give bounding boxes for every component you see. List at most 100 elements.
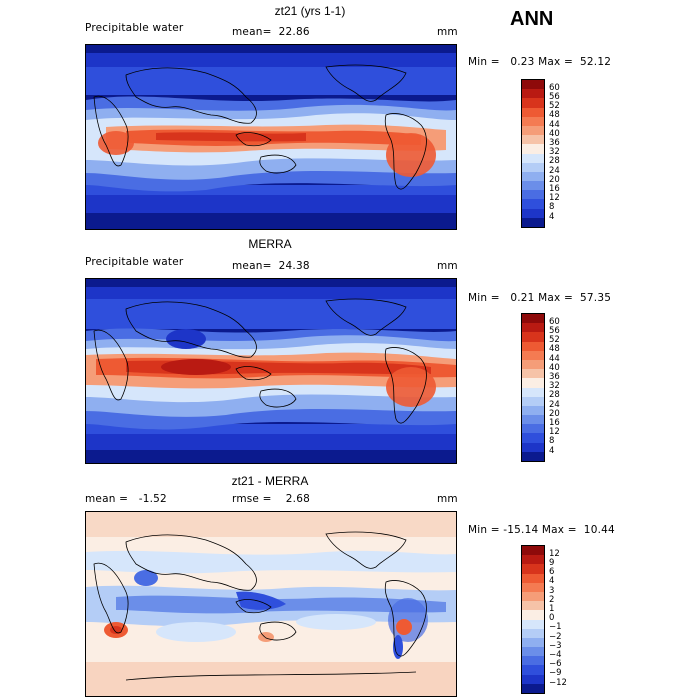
colorbar-swatch <box>522 125 544 136</box>
colorbar-swatch <box>522 451 544 461</box>
colorbar-tick-label: 48 <box>549 110 560 121</box>
colorbar-tick-label: 36 <box>549 137 560 148</box>
colorbar-swatch <box>522 433 544 443</box>
panel-2-minmax: Min = 0.21 Max = 57.35 <box>468 292 612 304</box>
colorbar-tick-label: 8 <box>549 202 555 213</box>
colorbar-tick-label: 4 <box>549 445 555 456</box>
colorbar-swatch <box>522 405 544 416</box>
colorbar-tick-label: 1 <box>549 603 555 614</box>
colorbar-swatch <box>522 89 544 99</box>
season-label: ANN <box>510 8 554 30</box>
panel-3-map <box>85 511 457 697</box>
colorbar-swatch <box>522 144 544 154</box>
panel-2-mean-label: mean= 24.38 <box>232 260 310 272</box>
colorbar-swatch <box>522 135 544 145</box>
panel-2-variable-label: Precipitable water <box>85 256 184 268</box>
colorbar-swatch <box>522 582 544 592</box>
colorbar-swatch <box>522 162 544 172</box>
colorbar-tick-label: 48 <box>549 344 560 355</box>
colorbar-tick-label: 60 <box>549 82 560 93</box>
panel-2-map <box>85 278 457 464</box>
colorbar-swatch <box>522 217 544 227</box>
colorbar-swatch <box>522 674 544 684</box>
colorbar-swatch <box>522 647 544 657</box>
colorbar-swatch <box>522 564 544 574</box>
colorbar-tick-label: 0 <box>549 613 555 624</box>
colorbar-tick-label: 32 <box>549 381 560 392</box>
panel-3-colorbar <box>521 545 545 694</box>
panel-1-minmax: Min = 0.23 Max = 52.12 <box>468 56 612 68</box>
colorbar-tick-label: 44 <box>549 119 560 130</box>
colorbar-tick-label: 16 <box>549 417 560 428</box>
colorbar-swatch <box>522 116 544 126</box>
colorbar-tick-label: 40 <box>549 128 560 139</box>
colorbar-tick-label: −6 <box>549 659 562 670</box>
colorbar-swatch <box>522 619 544 629</box>
panel-1-variable-label: Precipitable water <box>85 22 184 34</box>
colorbar-tick-label: 3 <box>549 585 555 596</box>
colorbar-swatch <box>522 190 544 200</box>
colorbar-swatch <box>522 656 544 666</box>
colorbar-swatch <box>522 396 544 406</box>
colorbar-tick-label: 4 <box>549 211 555 222</box>
colorbar-tick-label: 20 <box>549 174 560 185</box>
colorbar-swatch <box>522 199 544 209</box>
panel-1-title: zt21 (yrs 1-1) <box>274 4 346 18</box>
panel-2-title: MERRA <box>248 237 292 251</box>
colorbar-swatch <box>522 387 544 397</box>
panel-1-map <box>85 44 457 230</box>
colorbar-tick-label: 52 <box>549 335 560 346</box>
colorbar-swatch <box>522 601 544 611</box>
panel-3-units: mm <box>437 493 458 505</box>
colorbar-tick-label: −2 <box>549 631 562 642</box>
colorbar-tick-label: 44 <box>549 353 560 364</box>
colorbar-tick-label: 28 <box>549 390 560 401</box>
colorbar-swatch <box>522 442 544 452</box>
colorbar-tick-label: 12 <box>549 548 560 559</box>
colorbar-tick-label: 20 <box>549 408 560 419</box>
panel-2-units: mm <box>437 260 458 272</box>
colorbar-tick-label: 4 <box>549 576 555 587</box>
panel-3-mean-label: mean = -1.52 <box>85 493 167 505</box>
colorbar-swatch <box>522 546 544 556</box>
colorbar-tick-label: 9 <box>549 557 555 568</box>
panel-3-rmse-label: rmse = 2.68 <box>232 493 310 505</box>
colorbar-tick-label: −1 <box>549 622 562 633</box>
colorbar-swatch <box>522 378 544 388</box>
colorbar-tick-label: 56 <box>549 91 560 102</box>
colorbar-swatch <box>522 332 544 342</box>
colorbar-tick-label: 8 <box>549 436 555 447</box>
colorbar-tick-label: −3 <box>549 640 562 651</box>
colorbar-swatch <box>522 323 544 333</box>
colorbar-tick-label: 32 <box>549 147 560 158</box>
colorbar-tick-label: 12 <box>549 427 560 438</box>
colorbar-tick-label: 36 <box>549 371 560 382</box>
colorbar-swatch <box>522 359 544 370</box>
colorbar-swatch <box>522 369 544 379</box>
colorbar-tick-label: 12 <box>549 193 560 204</box>
colorbar-tick-label: −4 <box>549 649 562 660</box>
colorbar-swatch <box>522 591 544 602</box>
panel-2-colorbar <box>521 313 545 462</box>
colorbar-tick-label: −12 <box>549 677 567 688</box>
panel-3-title: zt21 - MERRA <box>231 474 309 488</box>
panel-3-map-svg <box>86 512 456 696</box>
colorbar-swatch <box>522 415 544 425</box>
colorbar-tick-label: −9 <box>549 668 562 679</box>
panel-1-colorbar <box>521 79 545 228</box>
colorbar-tick-label: 2 <box>549 594 555 605</box>
colorbar-tick-label: 40 <box>549 362 560 373</box>
panel-3-minmax: Min = -15.14 Max = 10.44 <box>468 524 615 536</box>
colorbar-swatch <box>522 171 544 182</box>
panel-1-units: mm <box>437 26 458 38</box>
colorbar-tick-label: 24 <box>549 399 560 410</box>
colorbar-tick-label: 24 <box>549 165 560 176</box>
panel-1-map-svg <box>86 45 456 229</box>
colorbar-swatch <box>522 665 544 675</box>
colorbar-swatch <box>522 628 544 638</box>
colorbar-swatch <box>522 555 544 565</box>
colorbar-swatch <box>522 424 544 434</box>
colorbar-tick-label: 56 <box>549 325 560 336</box>
colorbar-swatch <box>522 610 544 620</box>
colorbar-tick-label: 6 <box>549 567 555 578</box>
